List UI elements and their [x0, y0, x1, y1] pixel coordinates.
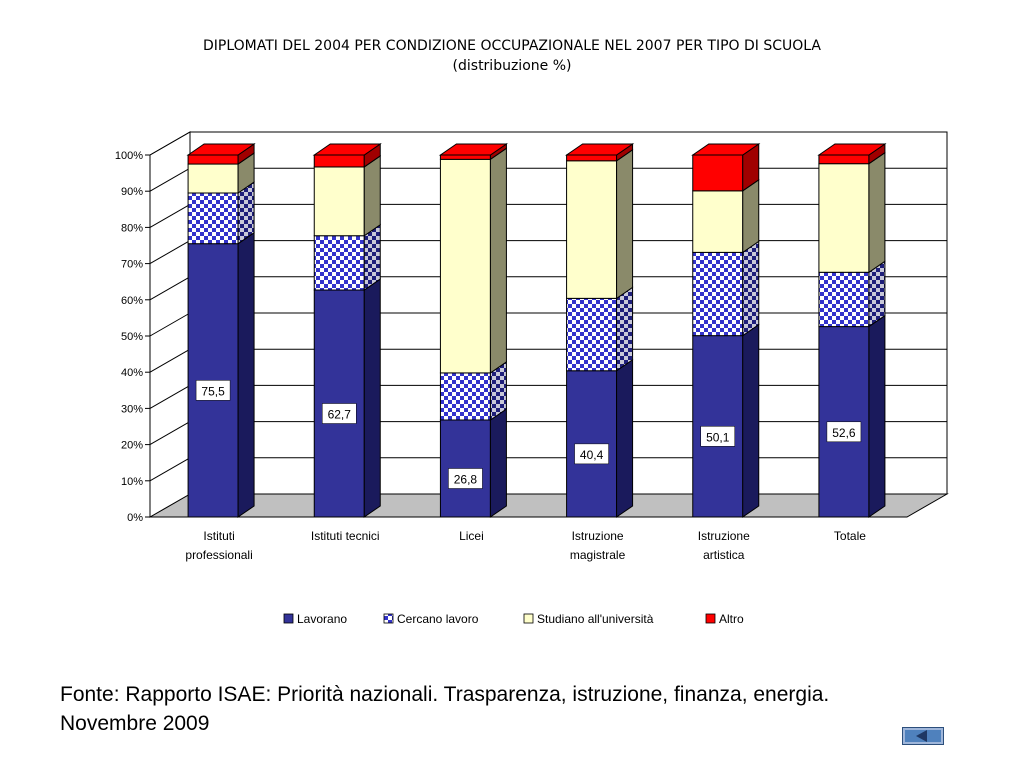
- svg-text:Altro: Altro: [719, 612, 744, 626]
- gridline-side: [149, 348, 191, 373]
- bar-segment: [313, 154, 381, 237]
- data-label: 50,1: [700, 426, 735, 447]
- svg-text:62,7: 62,7: [328, 408, 352, 422]
- svg-text:magistrale: magistrale: [570, 548, 626, 562]
- bar-segment: [566, 358, 634, 518]
- svg-text:Licei: Licei: [459, 529, 484, 543]
- stacked-bar-chart: 0% 10% 20% 30% 40% 50% 60% 70% 80% 90% 100% 75,5 62…: [115, 131, 949, 626]
- bar-segment: [818, 314, 886, 518]
- svg-text:artistica: artistica: [703, 548, 745, 562]
- category-label: Istruzione magistrale: [570, 529, 626, 562]
- category-label: Licei: [459, 529, 484, 543]
- svg-text:75,5: 75,5: [201, 384, 225, 398]
- y-tick-label: 0%: [127, 512, 143, 524]
- bar-segment: [313, 278, 381, 518]
- bar-segment: [817, 143, 887, 165]
- gridline-side: [149, 384, 191, 409]
- bar-segment: [313, 223, 381, 291]
- svg-text:Cercano lavoro: Cercano lavoro: [397, 612, 479, 626]
- data-label: 75,5: [195, 380, 231, 401]
- gridline-side: [149, 167, 191, 192]
- bar-segment: [692, 178, 760, 254]
- y-tick-label: 40%: [121, 367, 143, 379]
- arrow-left-icon: [916, 730, 927, 742]
- category-label: Istituti tecnici: [311, 529, 380, 543]
- y-tick-label: 20%: [121, 440, 143, 452]
- y-axis: 0% 10% 20% 30% 40% 50% 60% 70% 80% 90% 100%: [115, 150, 151, 524]
- svg-text:Totale: Totale: [834, 529, 866, 543]
- category-label: Istruzione artistica: [698, 529, 750, 562]
- svg-text:Istituti tecnici: Istituti tecnici: [311, 529, 380, 543]
- bar-segment: [186, 143, 256, 166]
- svg-text:Istruzione: Istruzione: [698, 529, 750, 543]
- gridline-side: [149, 421, 191, 446]
- data-label: 62,7: [322, 403, 357, 424]
- category-label: Istituti professionali: [185, 529, 252, 562]
- bar-segment: [187, 152, 255, 194]
- y-tick-label: 80%: [121, 222, 143, 234]
- bar-segment: [691, 143, 761, 192]
- y-tick-label: 70%: [121, 259, 143, 271]
- bar-segment: [438, 143, 509, 161]
- legend-item: Studiano all'università: [523, 612, 654, 626]
- y-tick-label: 50%: [121, 331, 143, 343]
- bar-segment: [818, 260, 886, 328]
- bar-segment: [439, 408, 507, 518]
- svg-text:Istituti: Istituti: [203, 529, 234, 543]
- bar-segment: [566, 286, 634, 372]
- gridline-side: [149, 312, 191, 337]
- gridline-side: [149, 131, 191, 156]
- y-tick-label: 10%: [121, 476, 143, 488]
- data-label: 40,4: [574, 443, 609, 465]
- back-button[interactable]: [902, 727, 944, 745]
- svg-text:Istruzione: Istruzione: [572, 529, 624, 543]
- gridline-side: [149, 276, 191, 301]
- svg-text:40,4: 40,4: [580, 448, 604, 462]
- legend: Lavorano Cercano lavoro Studiano all'unive…: [283, 612, 744, 626]
- data-label: 26,8: [448, 468, 483, 489]
- chart-subtitle: (distribuzione %): [452, 58, 572, 74]
- gridline-side: [149, 457, 191, 482]
- gridline-side: [149, 240, 191, 265]
- bar-segment: [187, 181, 255, 245]
- svg-text:52,6: 52,6: [832, 426, 856, 440]
- bar-segment: [312, 143, 382, 168]
- bars: 75,5 62,7 26,8 40,4 50,1 52,6: [186, 143, 887, 518]
- legend-item: Altro: [705, 612, 744, 626]
- svg-text:50,1: 50,1: [706, 430, 730, 444]
- chart-title-line1: DIPLOMATI DEL 2004 PER CONDIZIONE OCCUPA…: [203, 38, 821, 54]
- svg-text:Studiano all'università: Studiano all'università: [537, 612, 654, 626]
- source-note: Fonte: Rapporto ISAE: Priorità nazionali…: [60, 680, 829, 738]
- legend-item: Lavorano: [283, 612, 347, 626]
- bar-segment: [439, 147, 507, 374]
- data-label: 52,6: [826, 421, 862, 443]
- x-axis: Istituti professionali Istituti tecnici Lic…: [150, 516, 907, 562]
- bar-segment: [439, 360, 507, 421]
- chart-title: DIPLOMATI DEL 2004 PER CONDIZIONE OCCUPA…: [0, 36, 1024, 76]
- source-line1: Fonte: Rapporto ISAE: Priorità nazionali…: [60, 683, 830, 706]
- bar-segment: [187, 231, 255, 518]
- bar-segment: [692, 323, 760, 518]
- y-tick-label: 100%: [115, 150, 143, 162]
- bar-segment: [692, 240, 760, 337]
- gridline-side: [149, 203, 191, 228]
- legend-item: Cercano lavoro: [383, 612, 479, 626]
- svg-text:professionali: professionali: [185, 548, 252, 562]
- bar-segment: [818, 151, 886, 274]
- source-line2: Novembre 2009: [60, 712, 210, 735]
- svg-text:Lavorano: Lavorano: [297, 612, 347, 626]
- y-tick-label: 90%: [121, 186, 143, 198]
- bar-segment: [566, 148, 634, 300]
- svg-text:26,8: 26,8: [454, 472, 478, 486]
- category-label: Totale: [834, 529, 866, 543]
- y-tick-label: 30%: [121, 403, 143, 415]
- y-tick-label: 60%: [121, 295, 143, 307]
- bar-segment: [564, 143, 635, 162]
